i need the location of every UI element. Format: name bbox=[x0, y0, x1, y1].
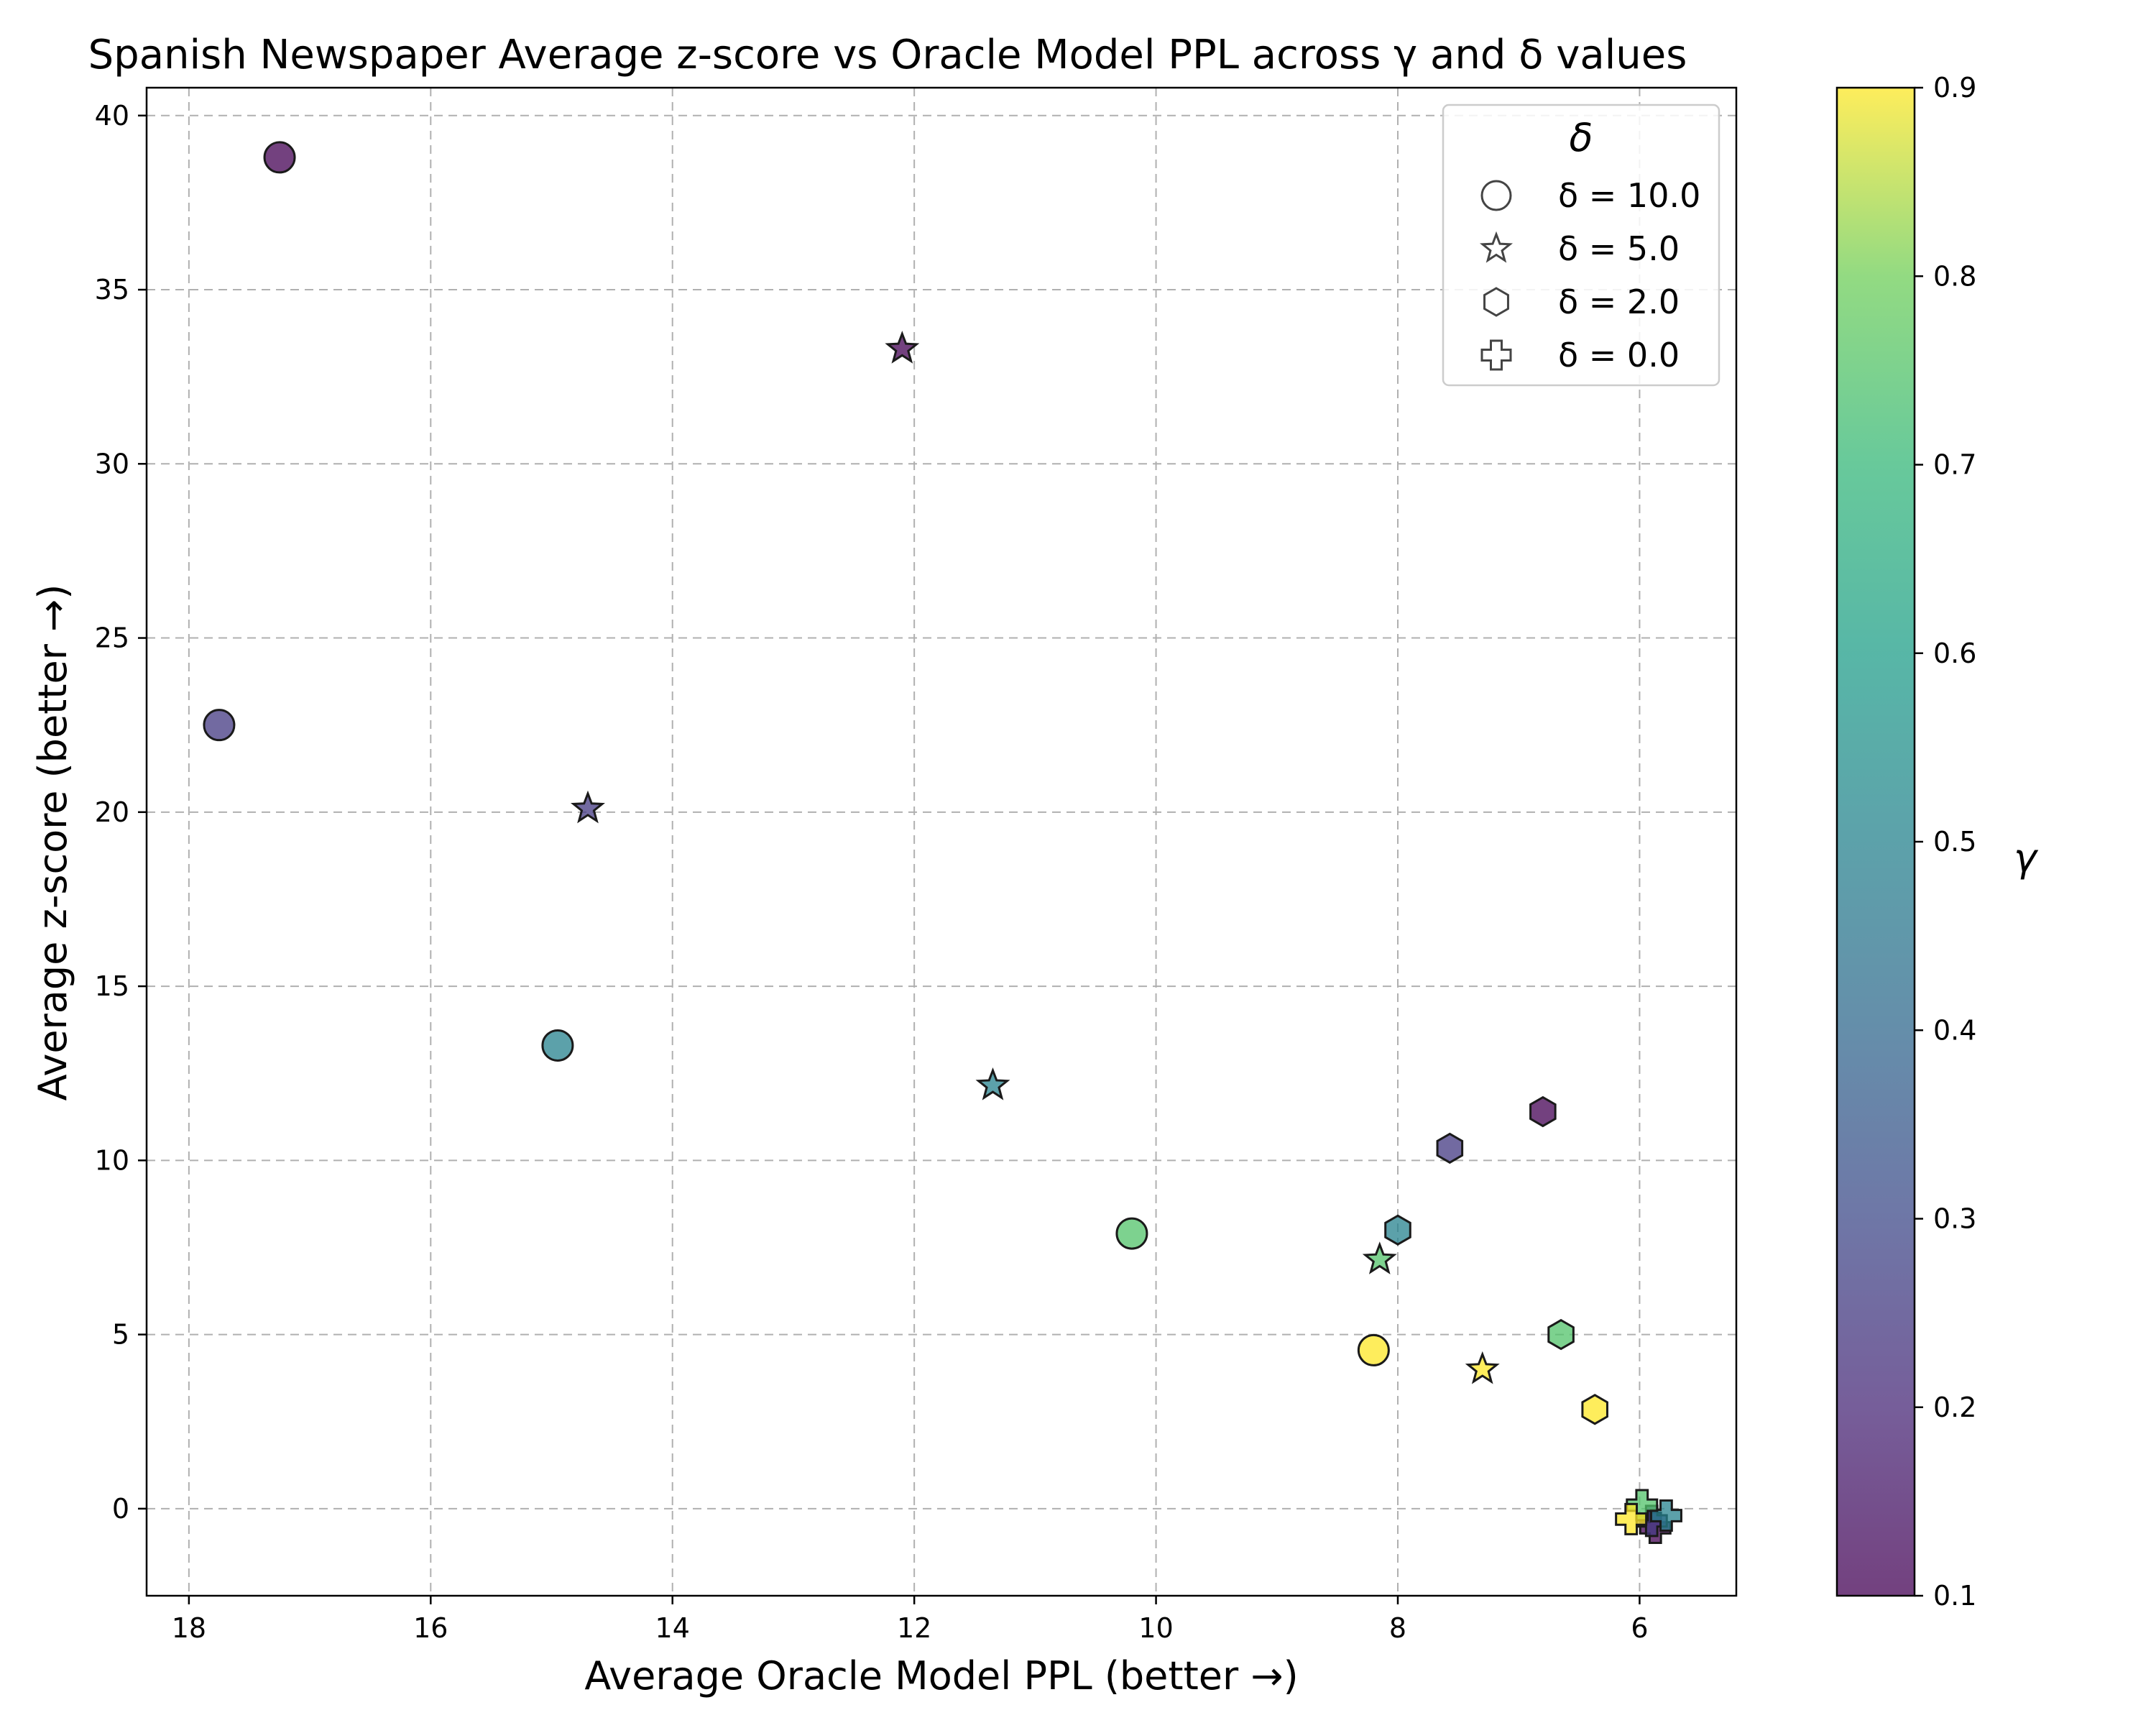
y-tick-label: 0 bbox=[112, 1493, 129, 1525]
data-point-circle bbox=[541, 1029, 574, 1062]
data-point-plus bbox=[1626, 1489, 1659, 1522]
legend-entry-label: δ = 5.0 bbox=[1558, 229, 1680, 268]
plot-frame bbox=[145, 86, 1738, 1597]
legend-title: δ bbox=[1569, 115, 1593, 160]
data-point-circle bbox=[1357, 1333, 1390, 1366]
legend-entries: δ = 10.0 δ = 5.0 δ = 2.0 δ = 0.0 bbox=[1479, 176, 1700, 374]
colorbar-tick-label: 0.6 bbox=[1933, 638, 1976, 669]
y-tick-label: 35 bbox=[95, 274, 129, 305]
data-point-star bbox=[1362, 1241, 1397, 1274]
data-point-hexagon bbox=[1581, 1394, 1608, 1425]
y-tick-label: 25 bbox=[95, 622, 129, 654]
colorbar-tick-label: 0.5 bbox=[1933, 826, 1976, 858]
x-axis-label: Average Oracle Model PPL (better →) bbox=[584, 1653, 1298, 1699]
data-point-circle bbox=[203, 709, 236, 742]
x-tick-label: 12 bbox=[897, 1612, 931, 1644]
data-point-circle bbox=[1115, 1217, 1148, 1250]
colorbar-label: γ bbox=[2014, 835, 2039, 881]
colorbar-tick-label: 0.9 bbox=[1933, 72, 1976, 104]
colorbar-tick-label: 0.3 bbox=[1933, 1203, 1976, 1235]
y-tick-label: 15 bbox=[95, 970, 129, 1002]
x-axis-ticks: 18 16 14 12 10 8 6 bbox=[172, 1596, 1649, 1644]
y-tick-label: 30 bbox=[95, 448, 129, 479]
data-point-hexagon bbox=[1436, 1132, 1464, 1164]
legend-marker-star bbox=[1479, 231, 1514, 263]
legend-entry-label: δ = 10.0 bbox=[1558, 176, 1700, 215]
y-tick-label: 40 bbox=[95, 100, 129, 132]
legend-marker-hexagon bbox=[1483, 287, 1509, 317]
x-tick-label: 6 bbox=[1631, 1612, 1648, 1644]
x-tick-label: 10 bbox=[1138, 1612, 1173, 1644]
grid bbox=[147, 88, 1736, 1596]
y-tick-label: 20 bbox=[95, 796, 129, 828]
data-point-star bbox=[975, 1067, 1010, 1100]
colorbar: 0.1 0.2 0.3 0.4 0.5 0.6 0.7 0.8 0.9 γ bbox=[1835, 72, 2039, 1612]
data-point-hexagon bbox=[1384, 1214, 1411, 1246]
data-point-star bbox=[885, 331, 920, 364]
y-axis-ticks: 0 5 10 15 20 25 30 35 40 bbox=[95, 100, 147, 1525]
legend: δ δ = 10.0 δ = 5.0 δ = 2.0 δ = 0.0 bbox=[1442, 104, 1720, 387]
colorbar-ticks: 0.1 0.2 0.3 0.4 0.5 0.6 0.7 0.8 0.9 bbox=[1915, 72, 1976, 1612]
colorbar-tick-label: 0.1 bbox=[1933, 1580, 1976, 1612]
data-point-star bbox=[1465, 1351, 1500, 1384]
colorbar-tick-label: 0.2 bbox=[1933, 1392, 1976, 1423]
data-point-hexagon bbox=[1529, 1095, 1557, 1128]
y-tick-label: 10 bbox=[95, 1144, 129, 1176]
data-point-star bbox=[570, 790, 605, 824]
x-tick-label: 8 bbox=[1389, 1612, 1406, 1644]
data-point-circle bbox=[263, 141, 296, 174]
x-tick-label: 14 bbox=[655, 1612, 690, 1644]
legend-entry-label: δ = 2.0 bbox=[1558, 282, 1680, 321]
legend-box bbox=[1442, 104, 1720, 387]
y-axis-label: Average z-score (better →) bbox=[30, 584, 75, 1101]
legend-marker-circle bbox=[1480, 180, 1512, 211]
colorbar-tick-label: 0.7 bbox=[1933, 449, 1976, 481]
x-tick-label: 18 bbox=[172, 1612, 206, 1644]
data-point-plus bbox=[1615, 1502, 1648, 1535]
colorbar-tick-label: 0.8 bbox=[1933, 260, 1976, 292]
data-point-hexagon bbox=[1547, 1318, 1575, 1351]
legend-marker-plus bbox=[1480, 339, 1512, 371]
data-points bbox=[203, 141, 1682, 1545]
chart-title: Spanish Newspaper Average z-score vs Ora… bbox=[88, 32, 1687, 78]
colorbar-tick-label: 0.4 bbox=[1933, 1014, 1976, 1046]
colorbar-gradient bbox=[1835, 86, 1916, 1597]
legend-entry-label: δ = 0.0 bbox=[1558, 336, 1680, 374]
x-tick-label: 16 bbox=[413, 1612, 448, 1644]
y-tick-label: 5 bbox=[112, 1319, 129, 1351]
